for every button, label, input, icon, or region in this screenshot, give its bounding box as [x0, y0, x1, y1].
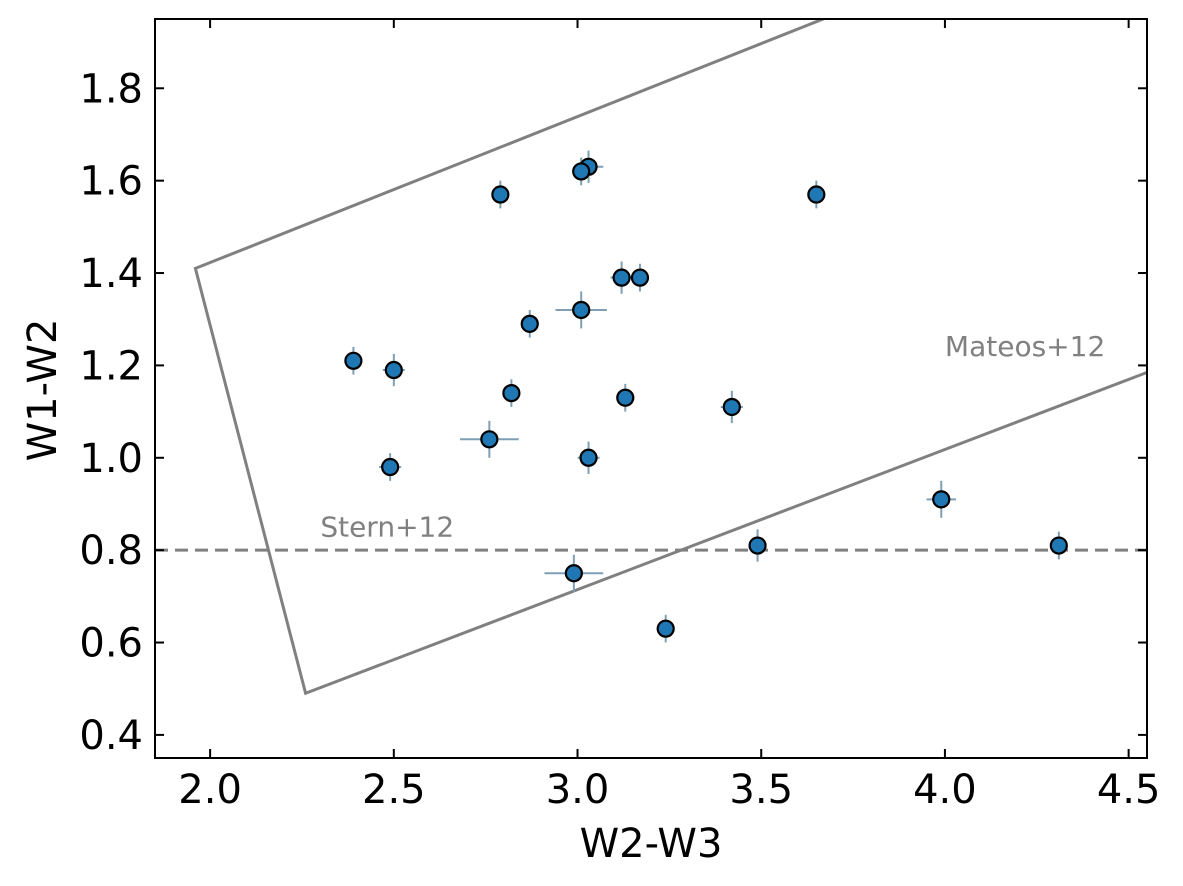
mateos-wedge-line [193, 19, 1147, 696]
data-point [612, 268, 631, 287]
y-tick-label: 1.6 [79, 159, 143, 205]
data-point [616, 388, 635, 407]
data-point [384, 360, 403, 380]
x-axis-title: W2-W3 [580, 821, 723, 867]
data-point [630, 268, 650, 287]
data-point [344, 351, 363, 370]
data-point [932, 490, 951, 509]
annotations: Mateos+12 Stern+12 [320, 330, 1105, 543]
reference-lines [155, 19, 1147, 696]
data-point [748, 536, 767, 555]
data-point [1049, 536, 1068, 555]
y-tick-label: 1.2 [79, 343, 143, 389]
data-point [491, 185, 510, 204]
y-tick-label: 0.8 [79, 528, 143, 574]
stern-label: Stern+12 [320, 510, 454, 543]
data-point [381, 457, 400, 477]
x-tick-label: 3.0 [546, 767, 610, 813]
x-tick-label: 4.5 [1097, 767, 1161, 813]
x-tick-label: 4.0 [913, 767, 977, 813]
y-tick-label: 1.0 [79, 436, 143, 482]
data-point [572, 162, 591, 181]
y-tick-label: 1.8 [79, 66, 143, 112]
data-point [722, 397, 741, 417]
data-point [480, 430, 499, 449]
x-tick-label: 2.0 [178, 767, 242, 813]
data-points [344, 157, 1068, 638]
data-point [520, 314, 539, 333]
data-point [572, 300, 591, 320]
y-tick-label: 0.4 [79, 713, 143, 759]
y-tick-label: 0.6 [79, 621, 143, 667]
x-tick-label: 2.5 [362, 767, 426, 813]
plot-frame [154, 18, 1148, 759]
data-point [807, 185, 826, 204]
error-bars [346, 150, 1067, 643]
x-tick-label: 3.5 [729, 767, 793, 813]
data-point [656, 619, 675, 638]
mateos-label: Mateos+12 [945, 330, 1105, 363]
data-point [564, 564, 583, 583]
y-tick-label: 1.4 [79, 251, 143, 297]
axis-ticks: 2.0 2.5 3.0 3.5 4.0 4.5 0.4 0.6 0.8 1.0 1.2 1.4 1.6 1… [79, 19, 1160, 813]
y-axis-title: W1-W2 [20, 319, 66, 462]
data-point [579, 448, 598, 467]
data-point [502, 384, 521, 403]
